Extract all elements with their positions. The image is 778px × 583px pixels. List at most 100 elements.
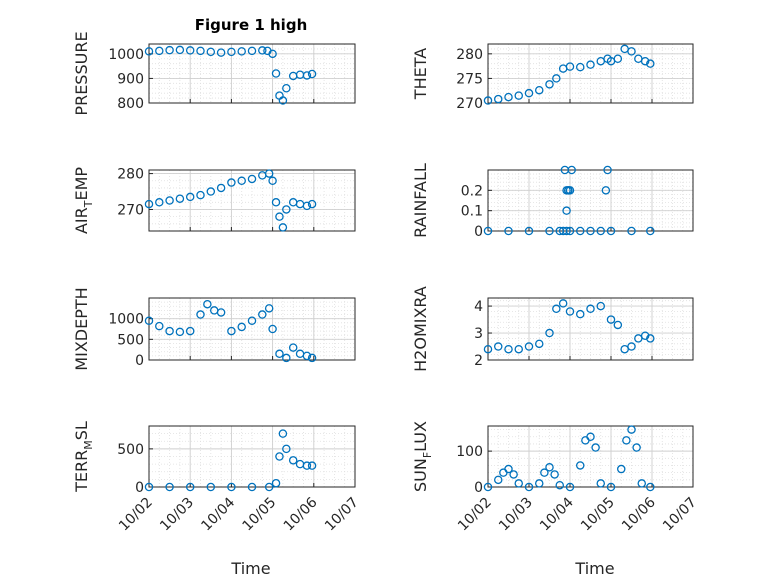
data-point xyxy=(216,183,226,193)
data-point xyxy=(307,69,317,79)
y-tick-label: 2 xyxy=(474,353,483,369)
data-point xyxy=(545,226,554,236)
axes-box xyxy=(487,425,694,488)
data-point xyxy=(302,201,312,211)
axes-box xyxy=(148,43,356,104)
x-tick-label: 10/07 xyxy=(660,495,700,535)
data-point xyxy=(216,308,226,317)
x-tick-label: 10/03 xyxy=(496,495,536,535)
y-tick-label: 900 xyxy=(117,71,144,87)
y-axis-label: RAINFALL xyxy=(411,163,430,238)
data-point xyxy=(282,84,291,93)
data-point xyxy=(295,70,305,79)
subplot-terrsl: 0 500 10/02 10/03 10/04 10/05 10/06 10/07 TERRMS… xyxy=(72,421,362,534)
y-axis-label: MIXDEPTH xyxy=(72,287,91,370)
data-point xyxy=(586,60,595,69)
data-point xyxy=(514,344,524,354)
data-point xyxy=(483,344,493,354)
data-point xyxy=(278,223,288,232)
data-point xyxy=(601,186,611,195)
data-point xyxy=(155,321,164,331)
data-point xyxy=(185,192,195,202)
y-tick-label: 270 xyxy=(117,202,144,218)
data-point xyxy=(275,212,284,221)
y-tick-label: 4 xyxy=(474,299,483,315)
subplot-rainfall: 0 0.1 0.2 RAINFALL xyxy=(411,163,694,240)
data-point xyxy=(268,176,277,186)
data-point xyxy=(144,47,154,56)
x-tick-label: 10/05 xyxy=(240,495,280,535)
data-point xyxy=(155,198,164,207)
x-tick-label: 10/07 xyxy=(322,495,362,535)
y-tick-label: 0 xyxy=(135,353,144,369)
x-tick-label: 10/06 xyxy=(281,494,321,534)
data-point xyxy=(509,470,518,479)
data-point xyxy=(275,349,284,359)
y-axis-label: H2OMIXRA xyxy=(411,286,430,372)
data-point xyxy=(562,206,571,215)
data-point xyxy=(504,464,513,474)
data-point xyxy=(558,299,568,308)
data-point xyxy=(552,304,561,314)
data-point xyxy=(295,199,305,209)
data-point xyxy=(646,482,655,492)
data-point xyxy=(196,46,205,56)
data-point xyxy=(247,482,257,492)
data-point xyxy=(144,482,154,492)
data-point xyxy=(247,316,257,325)
data-point xyxy=(627,47,636,56)
axes-box xyxy=(148,297,356,361)
data-point xyxy=(493,475,503,485)
data-point xyxy=(504,344,513,354)
data-point xyxy=(483,482,493,492)
data-point xyxy=(144,199,154,209)
data-point xyxy=(237,176,246,186)
data-point xyxy=(493,94,503,104)
data-point xyxy=(165,482,174,492)
data-point xyxy=(596,301,606,311)
data-point xyxy=(504,92,513,102)
data-point xyxy=(632,443,641,452)
data-point xyxy=(627,226,636,236)
data-point xyxy=(540,468,549,477)
subplot-pressure: 800 900 1000 PRESSURE xyxy=(72,31,356,116)
data-point xyxy=(206,482,216,492)
x-tick-label: 10/02 xyxy=(455,495,495,535)
data-point xyxy=(524,88,534,98)
data-point xyxy=(606,482,616,492)
data-point xyxy=(282,205,291,214)
data-point xyxy=(165,326,174,336)
x-tick-label: 10/04 xyxy=(198,494,238,534)
data-point xyxy=(282,353,291,363)
y-tick-label: 500 xyxy=(117,442,144,458)
subplot-theta: 270 275 280 THETA xyxy=(411,43,694,112)
data-point xyxy=(646,334,655,343)
y-tick-label: 100 xyxy=(456,444,483,460)
data-point xyxy=(622,436,631,445)
data-point xyxy=(603,165,612,175)
data-point xyxy=(524,226,534,236)
data-point xyxy=(606,226,616,236)
y-axis-label: THETA xyxy=(411,48,430,100)
data-point xyxy=(596,56,606,66)
data-point xyxy=(627,342,636,351)
data-point xyxy=(576,309,585,319)
axes-box xyxy=(487,169,694,232)
data-point xyxy=(620,344,629,354)
y-tick-label: 800 xyxy=(117,96,144,112)
data-point xyxy=(620,44,629,54)
data-point xyxy=(483,96,493,105)
data-point xyxy=(227,47,236,57)
data-point xyxy=(646,59,655,68)
axes-box xyxy=(487,43,694,104)
data-point xyxy=(155,46,164,56)
data-point xyxy=(288,456,298,465)
data-point xyxy=(307,199,317,209)
data-point xyxy=(596,479,606,488)
data-point xyxy=(302,71,312,80)
axes-box xyxy=(148,425,356,488)
y-tick-label: 280 xyxy=(456,47,483,63)
y-tick-label: 275 xyxy=(456,71,483,87)
data-point xyxy=(591,443,600,452)
data-point xyxy=(258,310,267,319)
